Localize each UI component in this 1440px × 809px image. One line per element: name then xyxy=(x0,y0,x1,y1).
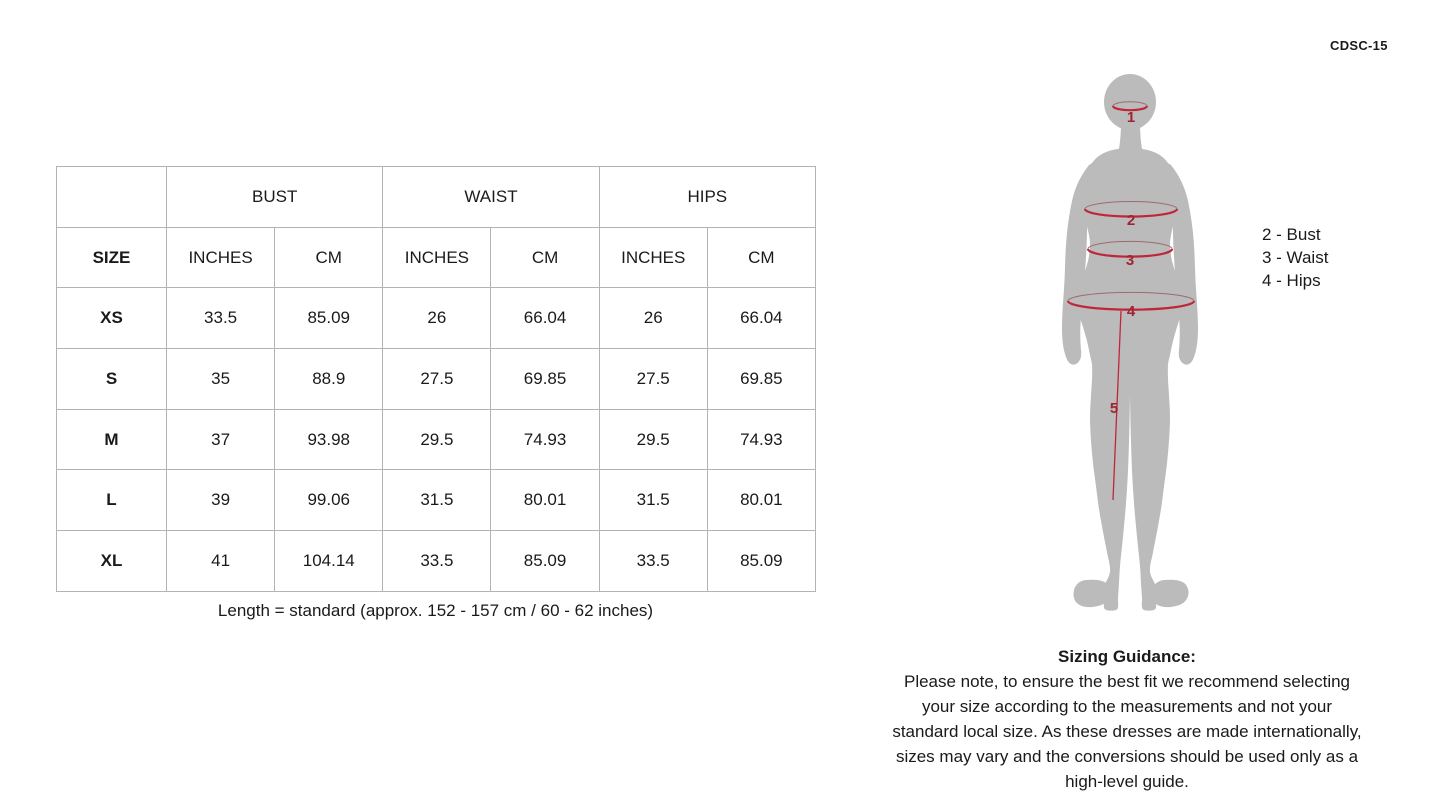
svg-text:2: 2 xyxy=(1127,212,1135,229)
svg-text:3: 3 xyxy=(1126,252,1134,269)
svg-text:4: 4 xyxy=(1127,303,1136,320)
svg-text:5: 5 xyxy=(1110,400,1118,417)
svg-text:1: 1 xyxy=(1127,109,1135,126)
